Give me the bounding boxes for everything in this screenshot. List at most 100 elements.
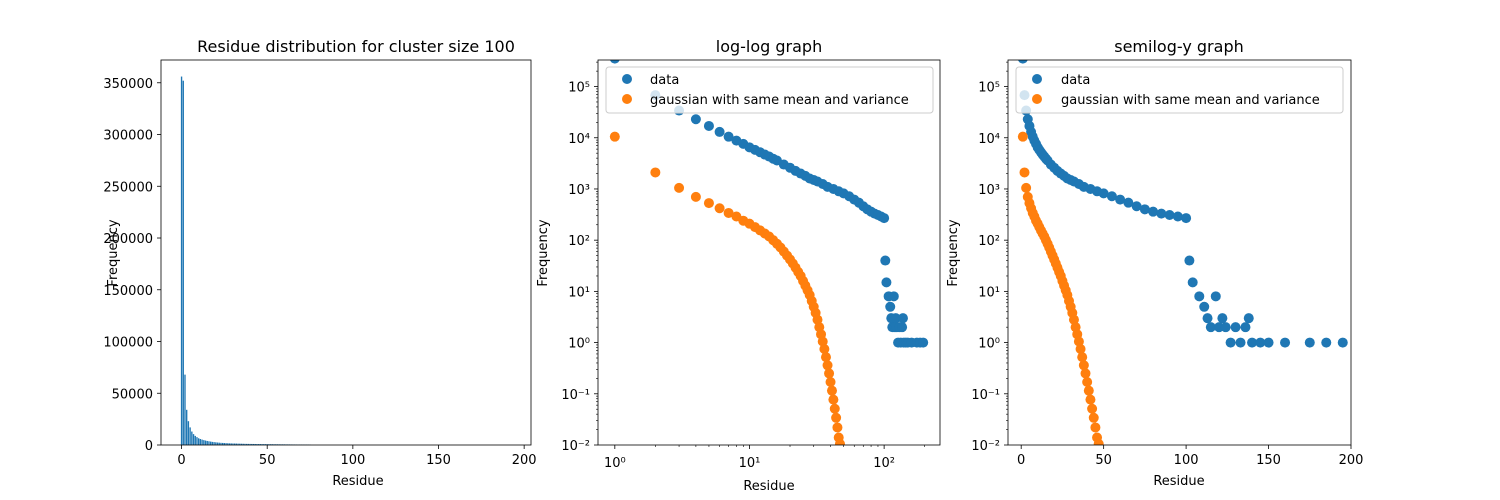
loglog-point-data — [881, 277, 892, 288]
loglog-point-gaussian — [723, 207, 734, 218]
semilog-point-data — [1115, 194, 1126, 205]
semilog-point-data — [1235, 337, 1246, 348]
histogram-bar — [221, 442, 224, 445]
semilog-ytick-label: 10⁵ — [978, 81, 1000, 96]
loglog-xlabel: Residue — [743, 479, 794, 494]
histogram-ytick-label: 250000 — [103, 180, 153, 195]
histogram-bar — [206, 440, 208, 445]
semilog-point-data — [1139, 204, 1150, 215]
histogram-bar — [201, 439, 203, 445]
loglog-point-gaussian — [829, 403, 840, 414]
loglog-legend: data gaussian with same mean and varianc… — [605, 66, 934, 114]
semilog-point-data — [1172, 211, 1183, 222]
histogram-ylabel: Frequency — [106, 219, 121, 286]
histogram-bar — [191, 431, 193, 445]
semilog-points — [1017, 60, 1348, 445]
panel-histogram: Residue distribution for cluster size 10… — [103, 37, 536, 489]
semilog-point-data — [1280, 337, 1291, 348]
histogram-bar — [249, 443, 251, 445]
semilog-point-gaussian — [1017, 131, 1028, 142]
semilog-point-data — [1321, 337, 1332, 348]
semilog-xtick-label: 0 — [1017, 453, 1025, 468]
semilog-point-data — [1199, 301, 1210, 312]
histogram-bar — [264, 444, 267, 445]
histogram-bar — [180, 76, 183, 445]
semilog-xtick-label: 100 — [1174, 453, 1199, 468]
histogram-ytick-label: 0 — [145, 439, 153, 454]
histogram-ytick-label: 350000 — [103, 77, 153, 92]
semilog-point-data — [1263, 337, 1274, 348]
loglog-ytick-label: 10⁰ — [568, 337, 590, 352]
semilog-point-data — [1205, 322, 1216, 333]
semilog-point-gaussian — [1075, 343, 1086, 354]
semilog-point-gaussian — [1090, 422, 1101, 433]
semilog-point-gaussian — [1088, 412, 1099, 423]
loglog-title: log-log graph — [716, 37, 822, 56]
histogram-xtick-label: 200 — [512, 453, 537, 468]
loglog-ytick-label: 10⁻¹ — [561, 388, 590, 403]
loglog-point-gaussian — [824, 368, 835, 379]
histogram-bar — [228, 443, 231, 445]
semilog-point-data — [1217, 313, 1228, 324]
semilog-point-gaussian — [1019, 167, 1030, 178]
loglog-point-gaussian — [817, 336, 828, 347]
histogram-bar — [223, 443, 226, 445]
histogram-bar — [247, 443, 250, 445]
histogram-bar — [237, 443, 239, 445]
histogram-xtick-label: 50 — [259, 453, 276, 468]
semilog-point-data — [1098, 188, 1109, 199]
semilog-legend-label-gaussian: gaussian with same mean and variance — [1061, 93, 1320, 108]
histogram-bar — [189, 427, 191, 445]
semilog-ylabel: Frequency — [946, 219, 961, 286]
semilog-point-gaussian — [1085, 394, 1096, 405]
histogram-bar — [203, 440, 205, 445]
semilog-ytick-label: 10⁴ — [978, 132, 1000, 147]
histogram-bar — [244, 443, 246, 445]
semilog-point-gaussian — [1077, 352, 1088, 363]
loglog-point-data — [897, 313, 908, 324]
histogram-bar — [233, 443, 236, 445]
histogram-ytick-label: 100000 — [103, 336, 153, 351]
semilog-ytick-label: 10² — [978, 234, 1000, 249]
semilog-xtick-label: 150 — [1256, 453, 1281, 468]
loglog-point-gaussian — [674, 182, 685, 193]
loglog-point-data — [610, 60, 620, 64]
semilog-point-data — [1123, 197, 1134, 208]
histogram-bar — [186, 409, 188, 445]
loglog-legend-marker-data — [622, 74, 632, 84]
loglog-point-gaussian — [703, 198, 714, 209]
loglog-legend-marker-gaussian — [622, 94, 632, 104]
semilog-point-data — [1148, 206, 1159, 217]
panel-semilog: semilog-y graph Residue Frequency 0 50 100… — [946, 37, 1363, 489]
semilog-point-data — [1230, 322, 1241, 333]
histogram-bar — [208, 441, 210, 445]
semilog-point-data — [1106, 191, 1117, 202]
loglog-ytick-label: 10² — [568, 234, 590, 249]
histogram-ytick-label: 300000 — [103, 129, 153, 144]
histogram-xtick-label: 150 — [426, 453, 451, 468]
histogram-bar — [225, 443, 227, 445]
semilog-point-data — [1156, 208, 1167, 219]
histogram-bar — [218, 442, 220, 445]
semilog-point-gaussian — [1080, 368, 1091, 379]
semilog-point-gaussian — [1087, 403, 1098, 414]
loglog-ytick-label: 10³ — [568, 183, 590, 198]
loglog-point-data — [690, 114, 701, 125]
histogram-bar — [182, 80, 184, 446]
loglog-axes-frame — [597, 59, 941, 446]
histogram-bar — [257, 444, 260, 445]
semilog-plot-area: 0 50 100 150 200 10⁻² 10⁻¹ 10⁰ 10¹ 10² 10³ 10⁴ 10⁵ — [971, 59, 1363, 468]
histogram-plot-area: 0 50 100 150 200 0 50000 100000 150000 200000 2500… — [103, 59, 537, 468]
semilog-point-gaussian — [1083, 385, 1094, 396]
histogram-bar — [204, 440, 207, 445]
loglog-point-data — [723, 131, 734, 142]
loglog-legend-label-data: data — [650, 73, 679, 88]
loglog-point-data — [703, 120, 714, 131]
loglog-point-data — [888, 291, 899, 302]
loglog-ytick-label: 10⁴ — [568, 132, 590, 147]
histogram-title: Residue distribution for cluster size 10… — [197, 37, 515, 56]
semilog-point-data — [1202, 313, 1213, 324]
loglog-point-gaussian — [650, 167, 661, 178]
semilog-point-gaussian — [1082, 376, 1093, 387]
semilog-point-data — [1018, 60, 1028, 64]
